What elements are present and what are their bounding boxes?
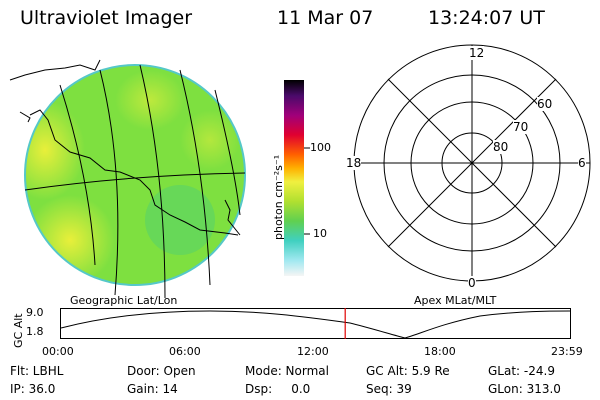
mlt-label-6: 6 <box>578 156 586 170</box>
mlat-label-80: 80 <box>493 140 509 154</box>
info-dsp: Dsp: 0.0 <box>245 382 311 396</box>
colorbar-unit-label: photon cm⁻²s⁻¹ <box>272 154 285 240</box>
info-gain: Gain: 14 <box>127 382 178 396</box>
mlt-label-0: 0 <box>468 276 476 290</box>
mlt-label-12: 12 <box>469 46 485 60</box>
info-door: Door: Open <box>127 364 196 378</box>
info-glat: GLat: -24.9 <box>488 364 555 378</box>
color-scale-bar <box>284 80 310 276</box>
alt-xtick-1800: 18:00 <box>424 345 456 358</box>
info-filter: Flt: LBHL <box>10 364 64 378</box>
colorbar-tick-10: 10 <box>313 227 327 240</box>
alt-ytick-1-8: 1.8 <box>26 325 44 338</box>
globe-caption: Geographic Lat/Lon <box>70 294 178 307</box>
alt-ytick-9: 9.0 <box>26 306 44 319</box>
info-mode: Mode: Normal <box>245 364 329 378</box>
time-label: 13:24:07 UT <box>428 7 545 29</box>
info-glon: GLon: 313.0 <box>488 382 561 396</box>
alt-xtick-2359: 23:59 <box>551 345 583 358</box>
alt-xtick-0600: 06:00 <box>169 345 201 358</box>
app-title: Ultraviolet Imager <box>20 7 193 29</box>
mlat-label-60: 60 <box>537 97 553 111</box>
alt-plot-ylabel: GC Alt <box>12 313 25 348</box>
polar-mlt-plot <box>353 44 591 282</box>
polar-caption: Apex MLat/MLT <box>414 294 497 307</box>
info-seq: Seq: 39 <box>366 382 412 396</box>
earth-disk <box>24 64 246 286</box>
coastline <box>9 59 241 236</box>
alt-xtick-0000: 00:00 <box>42 345 74 358</box>
info-gc-alt: GC Alt: 5.9 Re <box>366 364 450 378</box>
altitude-plot <box>60 308 571 339</box>
uv-image-panel <box>9 59 246 299</box>
date-label: 11 Mar 07 <box>277 7 374 29</box>
mlat-label-70: 70 <box>513 120 529 134</box>
lat-lon-grid <box>24 64 246 299</box>
alt-xtick-1200: 12:00 <box>297 345 329 358</box>
info-ip: IP: 36.0 <box>10 382 56 396</box>
colorbar-tick-100: 100 <box>310 141 331 154</box>
mlt-label-18: 18 <box>346 156 362 170</box>
